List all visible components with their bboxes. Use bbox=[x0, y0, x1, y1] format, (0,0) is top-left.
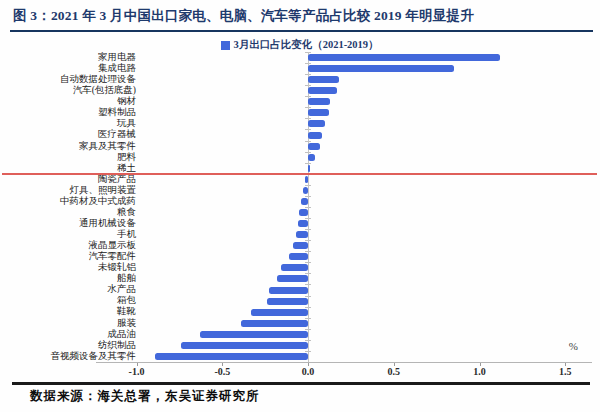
bar bbox=[269, 287, 308, 294]
bar bbox=[308, 76, 339, 83]
bar bbox=[308, 65, 454, 72]
bar bbox=[308, 165, 310, 172]
bar bbox=[299, 209, 308, 216]
x-axis-tick-label: 0.5 bbox=[372, 366, 416, 377]
bar bbox=[308, 120, 325, 127]
plot-area: % -1.0-0.50.00.51.01.5 bbox=[110, 52, 592, 362]
bar bbox=[289, 253, 308, 260]
figure-title: 图 3：2021 年 3 月中国出口家电、电脑、汽车等产品占比较 2019 年明… bbox=[13, 7, 593, 25]
data-source-note: 数据来源：海关总署，东吴证券研究所 bbox=[30, 388, 260, 405]
bar bbox=[308, 54, 500, 61]
title-rule bbox=[10, 30, 593, 32]
bar bbox=[296, 231, 308, 238]
bar bbox=[293, 242, 308, 249]
bar bbox=[308, 109, 329, 116]
bar bbox=[251, 309, 308, 316]
bar bbox=[308, 98, 330, 105]
bar bbox=[241, 320, 308, 327]
bar bbox=[308, 154, 315, 161]
x-axis-tick-label: 0.0 bbox=[286, 366, 330, 377]
x-axis-tick-label: 1.5 bbox=[543, 366, 587, 377]
bar bbox=[308, 87, 337, 94]
bar bbox=[298, 220, 308, 227]
x-axis-line bbox=[96, 362, 592, 363]
bar bbox=[281, 264, 308, 271]
chart-legend: 3月出口占比变化（2021-2019） bbox=[0, 38, 600, 52]
x-axis-tick-label: -1.0 bbox=[115, 366, 159, 377]
bar bbox=[305, 176, 308, 183]
bar bbox=[303, 187, 308, 194]
bar bbox=[200, 331, 308, 338]
percent-unit-label: % bbox=[538, 340, 578, 352]
bar bbox=[308, 143, 320, 150]
bar bbox=[301, 198, 308, 205]
bottom-rule bbox=[12, 382, 590, 385]
x-axis-tick-label: -0.5 bbox=[200, 366, 244, 377]
x-axis-tick-label: 1.0 bbox=[458, 366, 502, 377]
legend-swatch-icon bbox=[221, 41, 230, 50]
legend-label: 3月出口占比变化（2021-2019） bbox=[233, 38, 378, 52]
bar bbox=[267, 298, 308, 305]
bar bbox=[308, 132, 322, 139]
reference-line bbox=[2, 173, 597, 175]
bar bbox=[277, 275, 308, 282]
bar bbox=[181, 342, 308, 349]
bar bbox=[155, 353, 308, 360]
figure-export-share-chart: 图 3：2021 年 3 月中国出口家电、电脑、汽车等产品占比较 2019 年明… bbox=[0, 0, 600, 412]
